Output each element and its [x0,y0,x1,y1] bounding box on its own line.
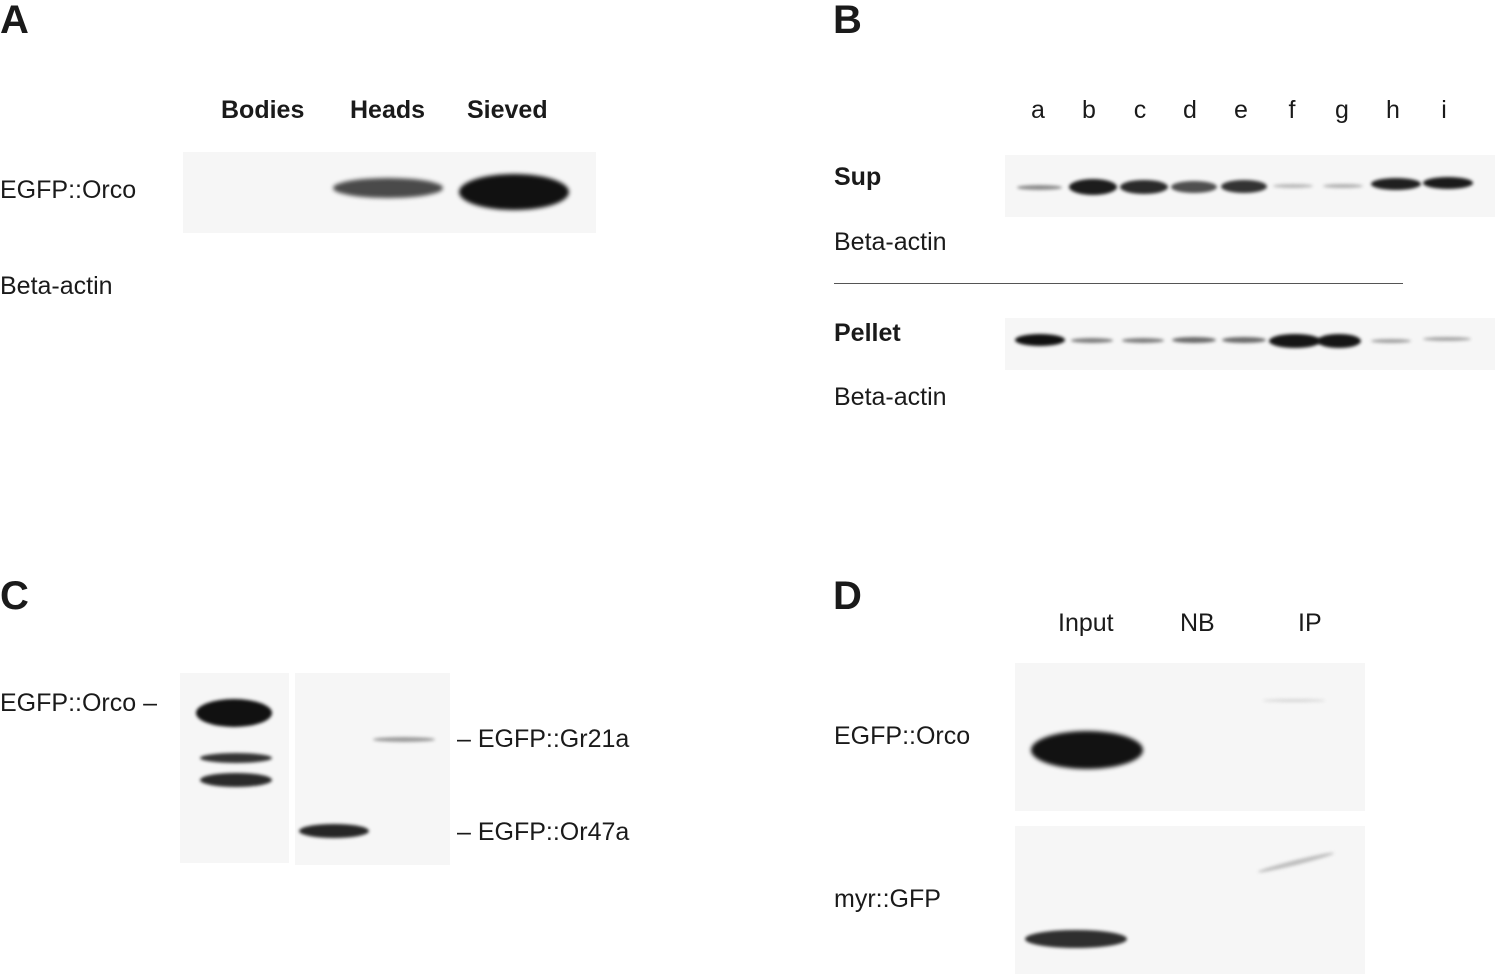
c-label-egfp-orco: EGFP::Orco – [0,689,157,717]
lane-label-bodies: Bodies [221,96,305,124]
blot-c-left [180,673,289,863]
pellet-band-e [1222,337,1266,343]
pellet-band-g [1317,334,1361,348]
lane-label-e: e [1234,96,1248,124]
c-label-egfp-gr21a: – EGFP::Gr21a [457,725,630,753]
lane-label-c: c [1133,96,1147,124]
lane-label-nb: NB [1180,609,1215,637]
pellet-band-d [1172,337,1216,343]
sup-band-g [1323,184,1363,188]
row-label-beta-actin: Beta-actin [0,272,113,300]
pellet-band-h [1371,339,1411,343]
d-band-orco-ip [1263,699,1325,702]
blot-a [183,152,596,233]
sup-beta-actin-label: Beta-actin [834,228,947,256]
lane-label-f: f [1288,96,1296,124]
pellet-band-b [1071,338,1113,343]
pellet-band-f [1269,334,1321,348]
d-band-myr-ip [1257,850,1335,875]
band-heads [333,178,443,198]
blot-c-right [295,673,450,865]
blot-d-bottom [1015,826,1365,974]
c-label-egfp-or47a: – EGFP::Or47a [457,818,630,846]
pellet-band-i [1423,337,1471,341]
blot-b-pellet [1005,318,1495,370]
lane-label-input: Input [1058,609,1114,637]
divider-line [834,283,1403,284]
panel-a-letter: A [0,0,29,42]
lane-label-b: b [1082,96,1096,124]
sup-band-e [1221,180,1267,193]
sup-band-a [1017,185,1062,190]
pellet-label: Pellet [834,319,901,347]
sup-band-h [1371,178,1421,190]
d-band-orco-input [1031,731,1143,769]
panel-b-letter: B [833,0,862,42]
pellet-beta-actin-label: Beta-actin [834,383,947,411]
band-sieved [459,174,569,210]
d-label-egfp-orco: EGFP::Orco [834,722,971,750]
row-label-egfp-orco: EGFP::Orco [0,176,137,204]
lane-label-heads: Heads [350,96,426,124]
c-band-lower-2 [200,773,272,787]
lane-label-d: d [1183,96,1197,124]
blot-b-sup [1005,155,1495,217]
sup-band-b [1069,179,1117,195]
pellet-band-a [1015,334,1065,346]
blot-d-top [1015,663,1365,811]
pellet-band-c [1122,338,1164,343]
sup-band-i [1423,177,1473,189]
lane-label-i: i [1441,96,1447,124]
panel-d-letter: D [833,574,862,618]
d-label-myr-gfp: myr::GFP [834,885,941,913]
d-band-myr-input [1025,930,1127,948]
lane-label-sieved: Sieved [467,96,548,124]
sup-band-c [1120,180,1168,194]
lane-label-ip: IP [1298,609,1322,637]
c-band-lower-1 [200,753,272,763]
sup-label: Sup [834,163,882,191]
c-band-orco [196,699,272,727]
lane-label-h: h [1386,96,1400,124]
lane-label-a: a [1031,96,1045,124]
sup-band-d [1171,181,1217,193]
sup-band-f [1273,184,1313,188]
panel-c-letter: C [0,574,29,618]
lane-label-g: g [1335,96,1349,124]
c-band-or47a [299,824,369,838]
c-band-gr21a [373,737,435,742]
